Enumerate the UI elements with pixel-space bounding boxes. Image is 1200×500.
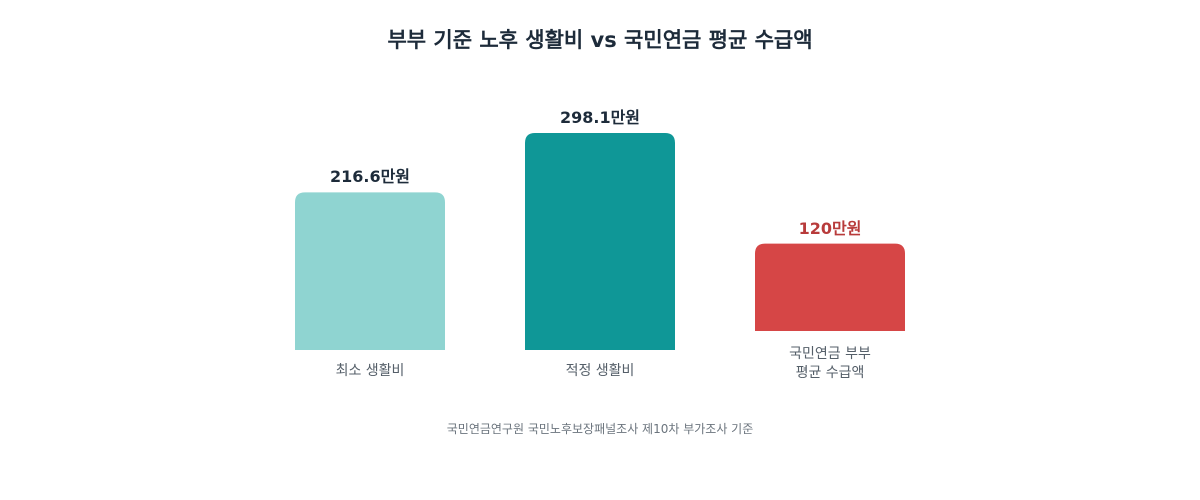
category-label-1: 최소 생활비: [335, 363, 405, 379]
bar-1: [295, 192, 445, 350]
bar-3: [755, 243, 905, 331]
category-label-3: 국민연금 부부 평균 수급액: [789, 346, 871, 381]
bars-group: [295, 133, 905, 350]
category-label-2: 적정 생활비: [565, 363, 635, 379]
bar-2: [525, 133, 675, 350]
value-label-1: 216.6만원: [329, 167, 411, 187]
value-label-2: 298.1만원: [559, 108, 641, 127]
value-label-3: 120만원: [798, 218, 862, 238]
chart-title: 부부 기준 노후 생활비 vs 국민연금 평균 수급액: [387, 28, 813, 52]
source-note: 국민연금연구원 국민노후보장패널조사 제10차 부가조사 기준: [446, 422, 754, 436]
